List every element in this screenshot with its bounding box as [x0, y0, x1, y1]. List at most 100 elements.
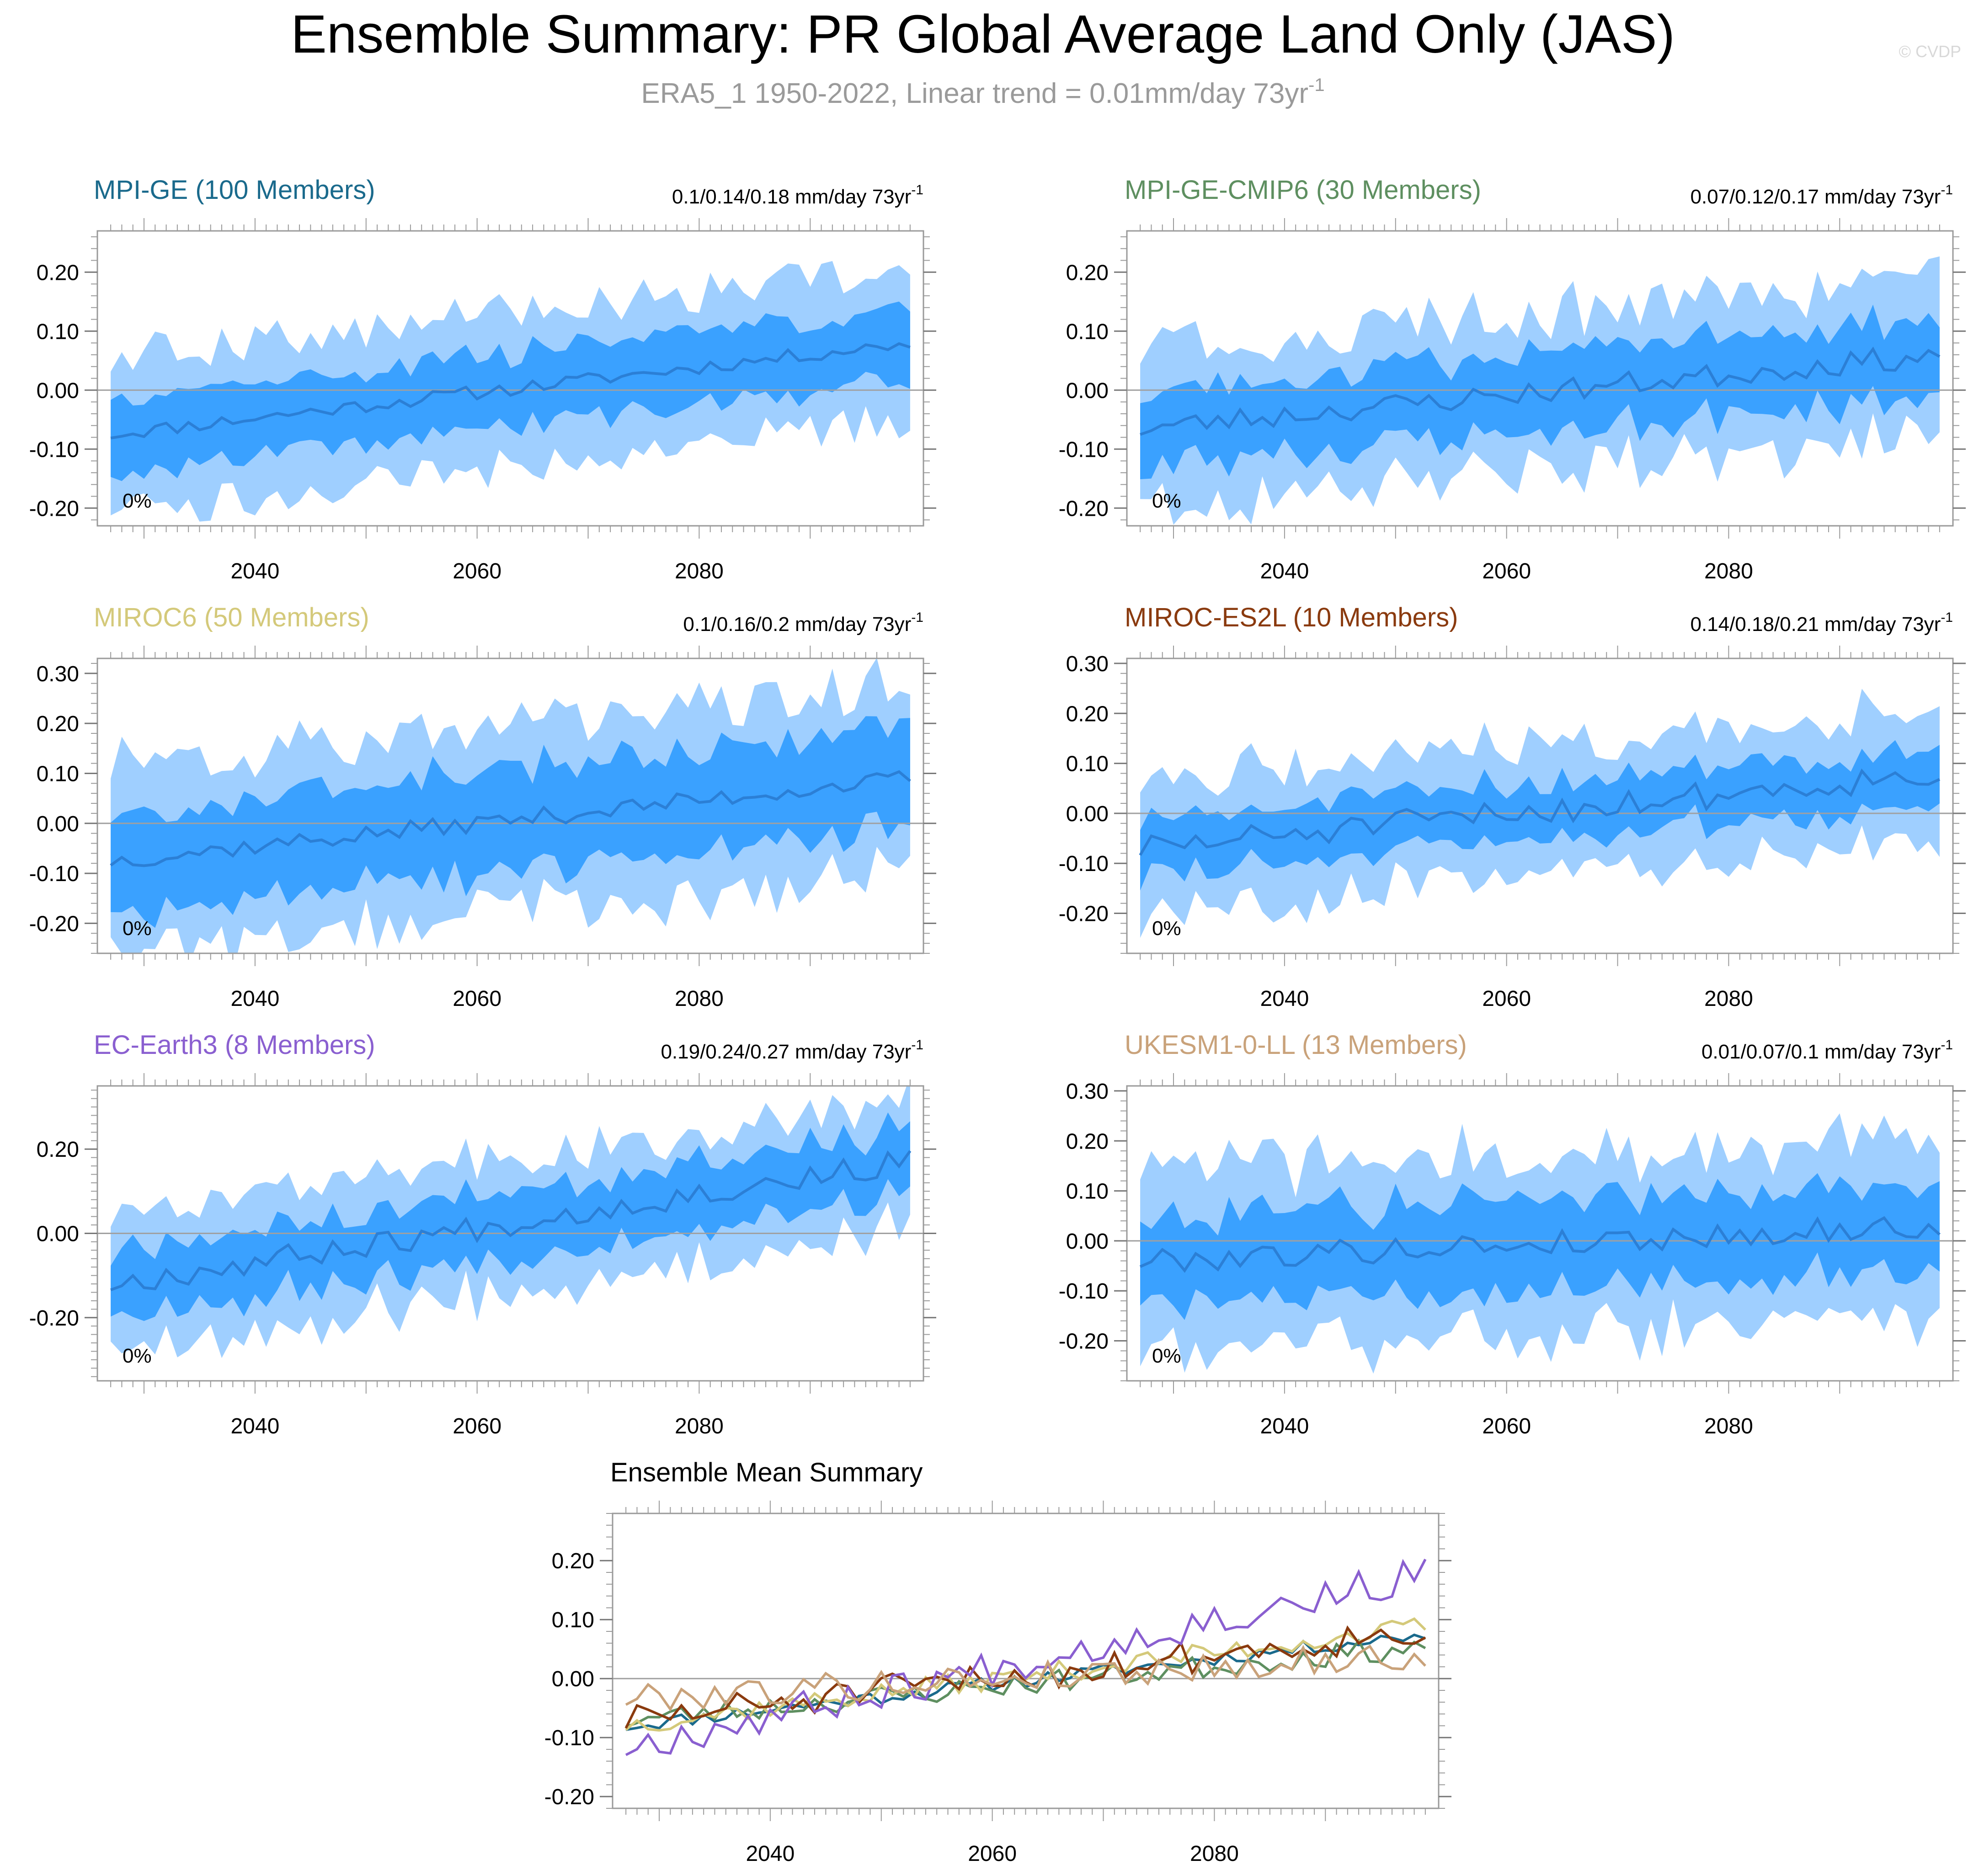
- x-tick-label: 2080: [675, 1414, 724, 1438]
- x-tick-label: 2040: [746, 1842, 795, 1866]
- chart-panel-miroc6: MIROC6 (50 Members) 0.1/0.16/0.2 mm/day 7…: [29, 603, 936, 1011]
- plot-frame: [612, 1513, 1440, 1809]
- cvdp-watermark: © CVDP: [1899, 42, 1961, 61]
- percent-label: 0%: [1152, 1345, 1181, 1367]
- series-line-ec-earth3: [625, 1559, 1427, 1756]
- plot-area-miroc6: [97, 658, 923, 953]
- plot-area-ensemble-mean-summary: [613, 1559, 1439, 1756]
- y-tick-label: 0.20: [1066, 702, 1109, 726]
- x-tick-label: 2040: [1260, 559, 1309, 583]
- x-tick-label: 2040: [1260, 987, 1309, 1011]
- y-tick-label: 0.00: [37, 1222, 79, 1246]
- y-tick-label: 0.10: [1066, 1180, 1109, 1204]
- series-line-ukesm1-0-ll: [625, 1644, 1426, 1712]
- panel-title-mpi-ge: MPI-GE (100 Members): [94, 175, 375, 205]
- percent-label: 0%: [1152, 917, 1181, 940]
- plot-area-mpi-ge-cmip6: [1127, 256, 1953, 525]
- y-tick-label: 0.30: [1066, 652, 1109, 676]
- chart-panel-ukesm1-0-ll: UKESM1-0-LL (13 Members) 0.01/0.07/0.1 mm…: [1059, 1030, 1966, 1438]
- ensemble-mean-line: [110, 1150, 912, 1292]
- x-tick-label: 2060: [453, 1414, 501, 1438]
- chart-panel-ec-earth3: EC-Earth3 (8 Members) 0.19/0.24/0.27 mm/d…: [29, 1030, 936, 1438]
- y-tick-label: 0.00: [552, 1667, 594, 1691]
- y-tick-label: 0.30: [1066, 1080, 1109, 1104]
- y-tick-label: 0.30: [37, 662, 79, 686]
- plot-area-ec-earth3: [97, 1086, 923, 1358]
- y-tick-label: -0.10: [1059, 438, 1109, 462]
- x-tick-label: 2060: [1482, 559, 1531, 583]
- x-tick-label: 2060: [453, 559, 501, 583]
- percent-label: 0%: [1152, 490, 1181, 512]
- x-tick-label: 2080: [675, 559, 724, 583]
- ensemble-mean-line: [1140, 347, 1941, 436]
- y-tick-label: -0.10: [1059, 1279, 1109, 1304]
- y-tick-label: 0.20: [37, 1138, 79, 1162]
- x-tick-label: 2080: [1704, 987, 1753, 1011]
- y-tick-label: 0.00: [37, 379, 79, 403]
- percent-label: 0%: [123, 1345, 152, 1367]
- x-tick-label: 2060: [1482, 1414, 1531, 1438]
- y-tick-label: 0.10: [37, 762, 79, 786]
- figure-subtitle: ERA5_1 1950-2022, Linear trend = 0.01mm/…: [641, 75, 1324, 109]
- y-tick-label: -0.20: [544, 1785, 594, 1809]
- chart-panel-miroc-es2l: MIROC-ES2L (10 Members) 0.14/0.18/0.21 mm…: [1059, 603, 1966, 1011]
- ensemble-mean-line: [110, 770, 911, 867]
- y-tick-label: -0.20: [29, 912, 79, 936]
- y-tick-label: -0.20: [1059, 1330, 1109, 1354]
- x-tick-label: 2080: [1704, 559, 1753, 583]
- y-tick-label: 0.00: [1066, 379, 1109, 403]
- y-tick-label: 0.20: [37, 261, 79, 285]
- chart-panel-ensemble-mean-summary: Ensemble Mean Summary -0.20 -0.10 0.00 0.10 0…: [544, 1458, 1451, 1866]
- y-tick-label: 0.20: [37, 712, 79, 736]
- y-tick-label: -0.10: [29, 862, 79, 886]
- y-tick-label: 0.20: [1066, 1129, 1109, 1154]
- y-tick-label: -0.10: [544, 1726, 594, 1750]
- panel-title-ec-earth3: EC-Earth3 (8 Members): [94, 1030, 375, 1060]
- percent-label: 0%: [123, 490, 152, 512]
- x-tick-label: 2060: [1482, 987, 1531, 1011]
- panel-trend-ec-earth3: 0.19/0.24/0.27 mm/day 73yr-1: [661, 1037, 923, 1063]
- y-tick-label: 0.00: [1066, 802, 1109, 826]
- y-tick-label: 0.20: [552, 1549, 594, 1573]
- chart-panel-mpi-ge: MPI-GE (100 Members) 0.1/0.14/0.18 mm/day…: [29, 175, 936, 583]
- plot-area-mpi-ge: [97, 261, 923, 522]
- x-tick-label: 2040: [230, 1414, 279, 1438]
- y-tick-label: -0.20: [1059, 497, 1109, 521]
- x-tick-label: 2080: [675, 987, 724, 1011]
- plot-area-miroc-es2l: [1127, 689, 1953, 938]
- y-tick-label: 0.00: [37, 812, 79, 836]
- percent-label: 0%: [123, 917, 152, 940]
- x-tick-label: 2060: [968, 1842, 1017, 1866]
- y-tick-label: -0.10: [29, 438, 79, 462]
- panel-title-miroc6: MIROC6 (50 Members): [94, 603, 369, 632]
- ensemble-mean-line: [110, 342, 911, 440]
- x-tick-label: 2080: [1704, 1414, 1753, 1438]
- y-tick-label: 0.10: [552, 1608, 594, 1632]
- inner-spread-band: [111, 1112, 910, 1321]
- ensemble-mean-line: [1139, 1216, 1941, 1273]
- y-tick-label: -0.20: [29, 497, 79, 521]
- y-tick-label: 0.10: [37, 320, 79, 344]
- y-tick-label: 0.10: [1066, 752, 1109, 776]
- panel-trend-mpi-ge-cmip6: 0.07/0.12/0.17 mm/day 73yr-1: [1690, 182, 1953, 208]
- y-tick-label: -0.10: [1059, 852, 1109, 876]
- y-tick-label: 0.00: [1066, 1229, 1109, 1254]
- y-tick-label: 0.20: [1066, 261, 1109, 285]
- panel-trend-miroc-es2l: 0.14/0.18/0.21 mm/day 73yr-1: [1690, 610, 1953, 636]
- y-tick-label: 0.10: [1066, 320, 1109, 344]
- figure-title: Ensemble Summary: PR Global Average Land…: [291, 4, 1675, 64]
- panel-title-ukesm1-0-ll: UKESM1-0-LL (13 Members): [1125, 1030, 1467, 1060]
- x-tick-label: 2040: [230, 987, 279, 1011]
- ensemble-mean-line: [1139, 768, 1941, 856]
- panel-trend-mpi-ge: 0.1/0.14/0.18 mm/day 73yr-1: [672, 182, 923, 208]
- y-tick-label: -0.20: [29, 1306, 79, 1331]
- x-tick-label: 2060: [453, 987, 501, 1011]
- chart-panel-mpi-ge-cmip6: MPI-GE-CMIP6 (30 Members) 0.07/0.12/0.17 …: [1059, 175, 1966, 583]
- y-tick-label: -0.20: [1059, 902, 1109, 926]
- x-tick-label: 2080: [1190, 1842, 1239, 1866]
- x-tick-label: 2040: [230, 559, 279, 583]
- inner-spread-band: [111, 301, 910, 481]
- panel-title-ensemble-mean-summary: Ensemble Mean Summary: [610, 1458, 923, 1487]
- inner-spread-band: [1140, 305, 1940, 480]
